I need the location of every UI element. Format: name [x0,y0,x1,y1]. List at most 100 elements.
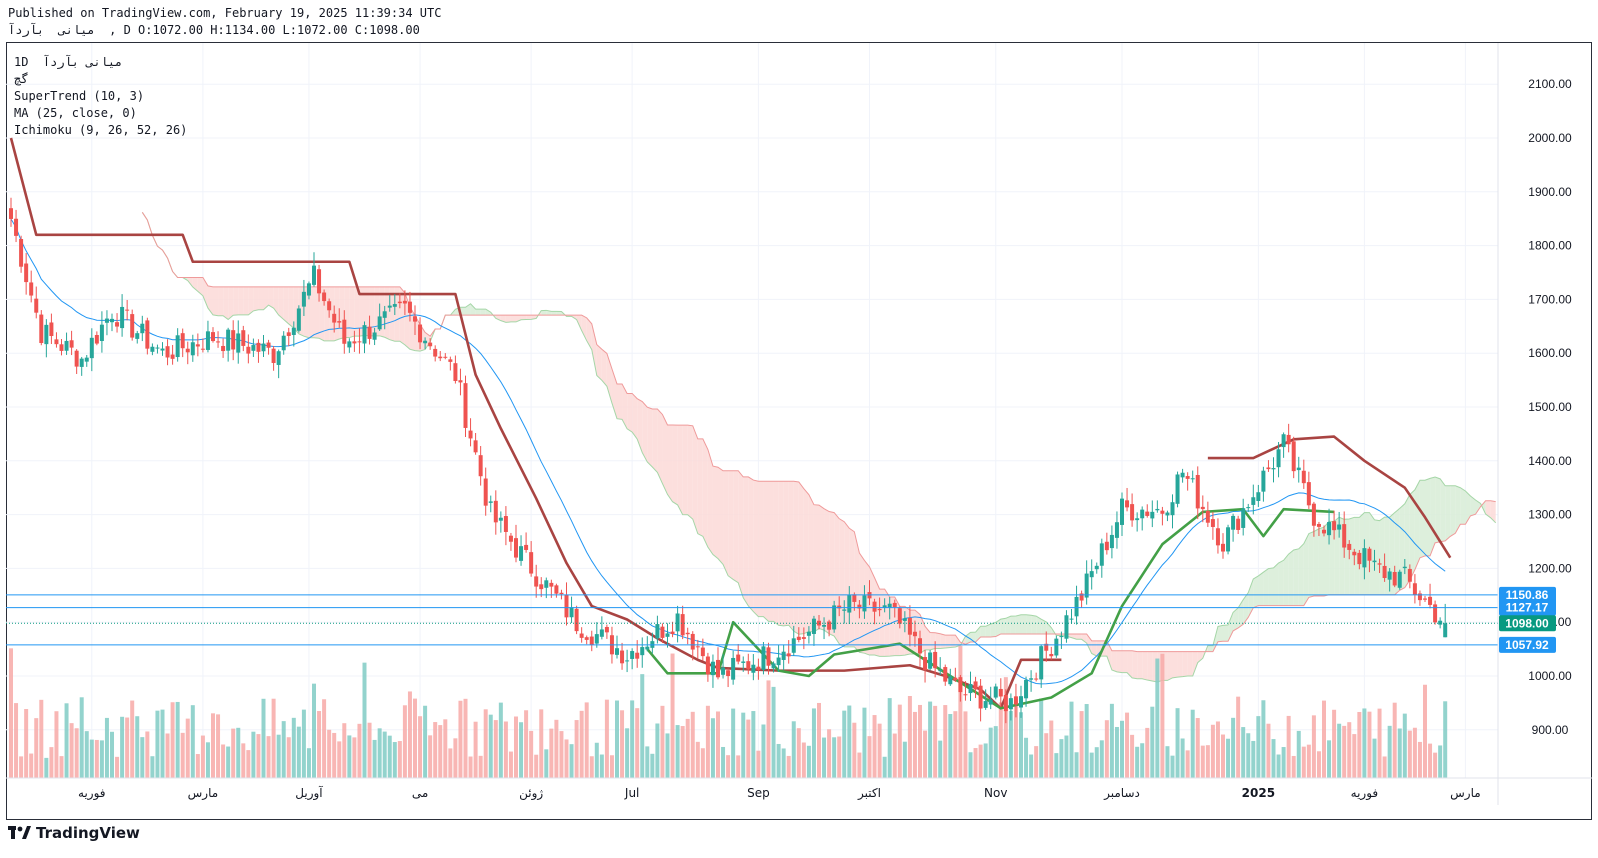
candle-body[interactable] [1003,694,1008,712]
candle-body[interactable] [731,657,736,680]
candle-body[interactable] [1352,551,1357,556]
candle-body[interactable] [1392,571,1397,586]
candle-body[interactable] [1357,552,1362,565]
candle-body[interactable] [59,344,64,351]
candle-body[interactable] [322,292,327,302]
candle-body[interactable] [705,656,710,675]
candle-body[interactable] [918,638,922,654]
candle-body[interactable] [1306,482,1311,506]
candle-body[interactable] [1271,468,1276,470]
candle-body[interactable] [670,631,675,635]
candle-body[interactable] [1150,511,1155,519]
candle-body[interactable] [625,660,630,662]
candle-body[interactable] [796,636,801,640]
candle-body[interactable] [478,455,483,477]
candle-body[interactable] [1135,518,1140,521]
candle-body[interactable] [291,327,296,335]
candle-body[interactable] [1291,441,1296,472]
candle-body[interactable] [700,647,705,657]
candle-body[interactable] [1114,522,1119,538]
candle-body[interactable] [271,348,276,363]
candle-body[interactable] [872,601,877,612]
candle-body[interactable] [680,614,685,636]
candle-body[interactable] [549,582,554,587]
candle-body[interactable] [1155,508,1160,511]
candle-body[interactable] [306,283,311,296]
candle-body[interactable] [332,313,337,323]
candle-body[interactable] [185,348,190,353]
candle-body[interactable] [418,324,423,343]
candle-body[interactable] [79,358,84,367]
candle-body[interactable] [357,341,362,343]
candle-body[interactable] [1372,560,1377,563]
candle-body[interactable] [428,342,433,347]
candle-body[interactable] [1205,510,1210,523]
candle-body[interactable] [1069,618,1074,620]
candle-body[interactable] [1059,636,1064,638]
candle-body[interactable] [897,608,902,624]
candle-body[interactable] [635,652,640,659]
candle-body[interactable] [49,322,54,336]
candle-body[interactable] [1261,470,1266,492]
candle-body[interactable] [216,341,221,343]
candle-body[interactable] [1039,646,1044,680]
candle-body[interactable] [1195,474,1200,509]
candle-body[interactable] [988,699,993,705]
candle-body[interactable] [1185,476,1190,479]
candle-body[interactable] [488,501,493,503]
candle-body[interactable] [342,319,347,344]
candle-body[interactable] [1008,698,1013,710]
candle-body[interactable] [150,346,155,352]
candle-body[interactable] [382,311,387,318]
candle-body[interactable] [1387,571,1392,580]
candle-body[interactable] [448,359,453,362]
candle-body[interactable] [1407,568,1412,582]
candle-body[interactable] [579,633,584,638]
candle-body[interactable] [1013,696,1018,705]
candle-body[interactable] [397,301,402,304]
candle-body[interactable] [857,604,862,609]
candle-body[interactable] [473,440,478,453]
candle-body[interactable] [1433,604,1438,623]
candle-body[interactable] [165,346,170,358]
candle-body[interactable] [402,300,407,304]
candle-body[interactable] [862,595,867,612]
candle-body[interactable] [832,605,837,630]
candle-body[interactable] [1044,643,1049,651]
candle-body[interactable] [1347,543,1352,550]
candle-body[interactable] [746,661,751,670]
candle-body[interactable] [726,670,731,677]
candle-body[interactable] [1019,696,1023,708]
candle-body[interactable] [463,383,468,428]
candle-body[interactable] [1362,548,1367,568]
candle-body[interactable] [1165,512,1170,516]
candle-body[interactable] [776,657,781,666]
candle-body[interactable] [655,624,660,639]
candle-body[interactable] [791,638,796,653]
candle-body[interactable] [519,546,524,561]
candle-body[interactable] [958,677,963,693]
price-line-tag-bg[interactable] [1499,599,1556,616]
candle-body[interactable] [978,685,983,709]
candle-body[interactable] [1074,596,1079,617]
candle-body[interactable] [407,301,412,313]
candle-body[interactable] [9,208,13,219]
candle-body[interactable] [503,516,508,532]
price-line-tag-bg[interactable] [1499,586,1556,603]
candle-body[interactable] [1382,565,1387,579]
ma-label[interactable]: MA (25, close, 0) [14,106,137,120]
candle-body[interactable] [317,269,322,294]
candle-body[interactable] [837,605,842,609]
candle-body[interactable] [1438,620,1443,625]
candle-body[interactable] [1099,543,1104,566]
candle-body[interactable] [1120,498,1124,525]
candle-body[interactable] [175,335,180,358]
candle-body[interactable] [1251,497,1256,505]
candle-body[interactable] [615,648,619,655]
candle-body[interactable] [842,609,847,611]
candle-body[interactable] [695,646,700,648]
candle-body[interactable] [599,629,604,637]
candle-body[interactable] [135,333,140,339]
candle-body[interactable] [1109,534,1114,549]
candle-body[interactable] [190,342,195,356]
